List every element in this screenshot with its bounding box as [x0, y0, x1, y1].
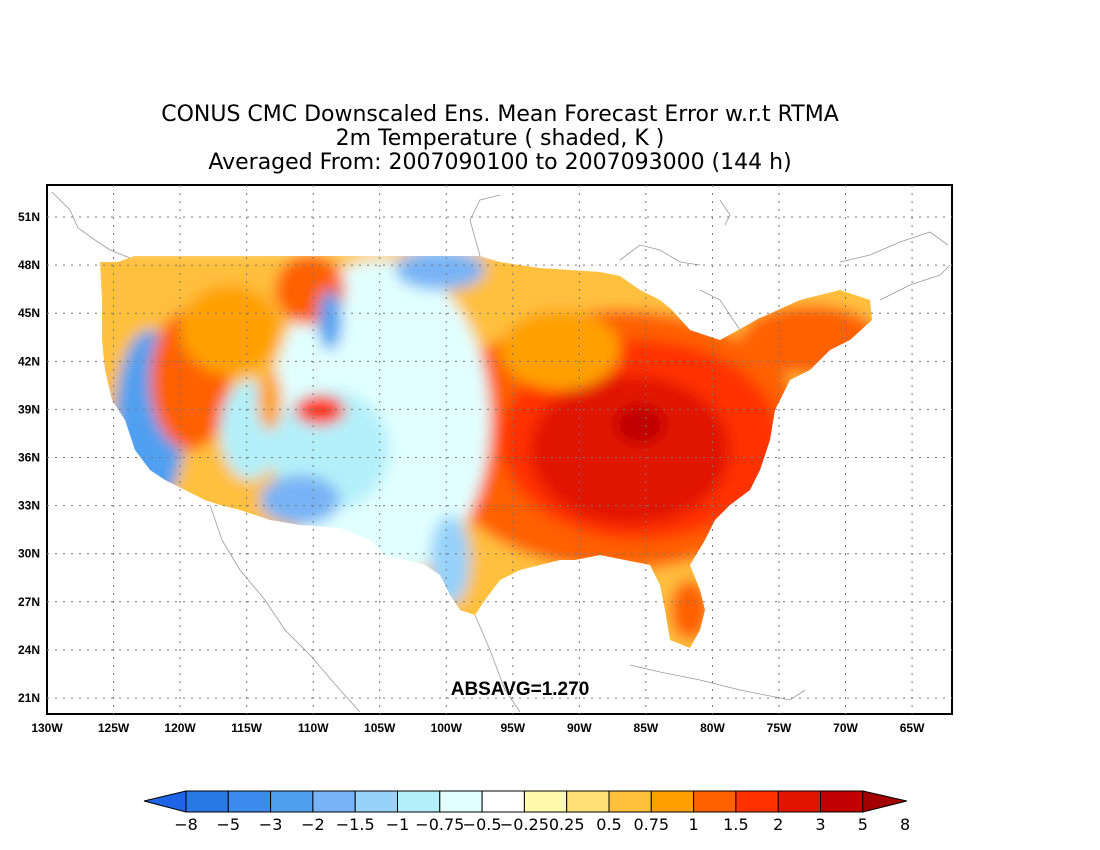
- colorbar-arrow-left: [143, 790, 187, 813]
- lat-tick-label: 27N: [18, 595, 40, 609]
- lat-tick-label: 42N: [18, 354, 40, 368]
- colorbar-box: [693, 790, 737, 813]
- lon-tick-label: 120W: [164, 721, 196, 735]
- lon-tick-label: 130W: [31, 721, 63, 735]
- lat-tick-label: 45N: [18, 306, 40, 320]
- lon-tick-label: 125W: [98, 721, 130, 735]
- colorbar-label: −8: [174, 815, 198, 834]
- colorbar-label: 0.75: [633, 815, 669, 834]
- title-line-3: Averaged From: 2007090100 to 2007093000 …: [208, 150, 792, 175]
- colorbar-label: −5: [217, 815, 241, 834]
- colorbar-label: 3: [815, 815, 825, 834]
- colorbar-box: [777, 790, 822, 813]
- lon-tick-label: 105W: [364, 721, 396, 735]
- lat-tick-label: 33N: [18, 499, 40, 513]
- lon-tick-label: 70W: [833, 721, 858, 735]
- lat-tick-label: 30N: [18, 547, 40, 561]
- title-line-1: CONUS CMC Downscaled Ens. Mean Forecast …: [161, 102, 839, 127]
- lon-tick-label: 85W: [634, 721, 659, 735]
- colorbar-box: [439, 790, 483, 813]
- lon-tick-label: 75W: [767, 721, 792, 735]
- title-line-2: 2m Temperature ( shaded, K ): [335, 126, 665, 151]
- colorbar-box: [354, 790, 399, 813]
- colorbar-box: [735, 790, 779, 813]
- colorbar-box: [185, 790, 229, 813]
- colorbar-label: −3: [259, 815, 283, 834]
- colorbar-box: [312, 790, 356, 813]
- colorbar-label: 0.5: [596, 815, 621, 834]
- absavg-annotation: ABSAVG=1.270: [451, 679, 590, 700]
- colorbar-box: [523, 790, 568, 813]
- colorbar-boxes: [143, 790, 907, 813]
- colorbar-label: 8: [900, 815, 910, 834]
- lat-tick-label: 21N: [18, 691, 40, 705]
- colorbar-label: 1.5: [723, 815, 748, 834]
- lon-tick-label: 80W: [700, 721, 725, 735]
- colorbar-arrow-right: [862, 790, 907, 813]
- colorbar-label: 0.25: [549, 815, 585, 834]
- lon-tick-label: 95W: [500, 721, 525, 735]
- colorbar-label: 1: [689, 815, 699, 834]
- lat-tick-label: 39N: [18, 402, 40, 416]
- lat-tick-label: 51N: [18, 210, 40, 224]
- lat-tick-label: 48N: [18, 258, 40, 272]
- colorbar-label: −2: [301, 815, 325, 834]
- colorbar-box: [397, 790, 441, 813]
- colorbar-box: [566, 790, 610, 813]
- lat-lon-grid: [47, 185, 952, 714]
- colorbar-box: [227, 790, 272, 813]
- colorbar-label: 5: [858, 815, 868, 834]
- colorbar-labels: −8 −5 −3 −2 −1.5 −1 −0.75−0.5−0.25 0.25 0.5 0.75 1…: [174, 815, 910, 834]
- lon-tick-label: 65W: [900, 721, 925, 735]
- colorbar-label: −1: [386, 815, 410, 834]
- latitude-tick-labels: 21N 24N 27N 30N 33N 36N 39N 42N 45N 48N 51N: [18, 210, 40, 705]
- colorbar-box: [481, 790, 525, 813]
- colorbar-label: −1.5: [336, 815, 375, 834]
- colorbar-label: −0.25: [500, 815, 549, 834]
- colorbar-label: −0.75: [415, 815, 464, 834]
- longitude-tick-labels: 130W 125W 120W 115W 110W 105W 100W 95W 90W 85W 80W…: [31, 721, 925, 735]
- lat-tick-label: 24N: [18, 643, 40, 657]
- colorbar-label: −0.5: [463, 815, 502, 834]
- colorbar-box: [270, 790, 314, 813]
- lon-tick-label: 110W: [298, 721, 329, 735]
- colorbar-box: [650, 790, 695, 813]
- lon-tick-label: 90W: [567, 721, 592, 735]
- lon-tick-label: 100W: [431, 721, 463, 735]
- colorbar-label: 2: [773, 815, 783, 834]
- lat-tick-label: 36N: [18, 451, 40, 465]
- lon-tick-label: 115W: [231, 721, 262, 735]
- colorbar-box: [608, 790, 652, 813]
- colorbar-box: [820, 790, 864, 813]
